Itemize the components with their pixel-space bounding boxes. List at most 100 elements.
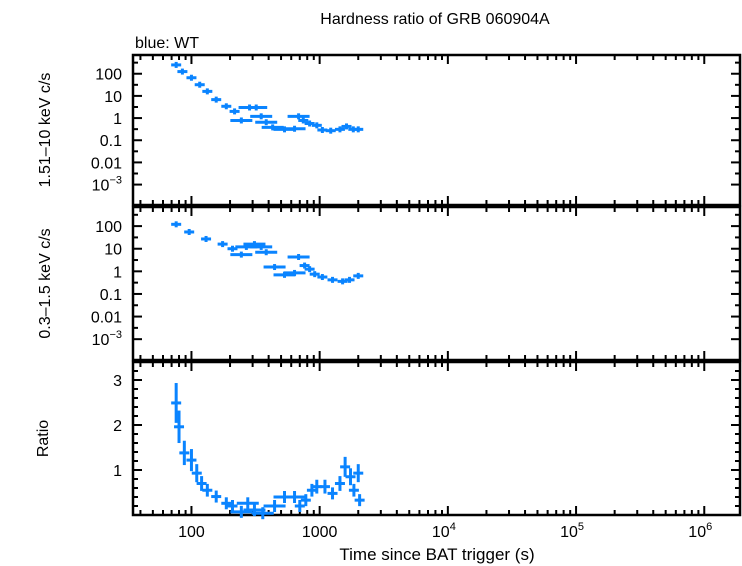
y-tick-label-text: 2 — [113, 418, 122, 435]
data-point — [186, 74, 197, 81]
data-point — [337, 278, 348, 285]
x-tick-label-text: 1000 — [302, 524, 338, 541]
data-point — [230, 505, 253, 518]
x-tick-label-text: 10 — [432, 524, 450, 541]
data-point — [327, 487, 338, 500]
y-axis-label: 0.3–1.5 keV c/s — [37, 228, 54, 338]
data-point — [309, 271, 320, 278]
y-tick-label: 100 — [95, 219, 122, 236]
data-point — [211, 96, 222, 103]
data-point — [229, 108, 240, 115]
data-point — [202, 483, 213, 497]
y-tick-label-text: 10 — [92, 178, 110, 195]
y-tick-label-text: 10 — [92, 332, 110, 349]
data-point — [334, 476, 345, 491]
y-tick-label: 1 — [113, 111, 122, 128]
data-point — [227, 500, 238, 512]
data-point — [245, 104, 268, 111]
x-tick-label: 104 — [432, 521, 456, 541]
data-point — [184, 228, 195, 235]
data-point — [304, 266, 315, 273]
y-tick-label-text: 0.01 — [91, 155, 122, 172]
y-tick-label: 3 — [113, 373, 122, 390]
data-point — [344, 276, 355, 283]
panel-frame — [131, 53, 742, 207]
data-point — [194, 81, 205, 88]
data-point — [174, 410, 185, 444]
data-point — [299, 262, 310, 269]
data-point — [196, 476, 207, 491]
chart-subtitle: blue: WT — [135, 35, 199, 52]
y-tick-label: 100 — [95, 67, 122, 84]
y-tick-label-text: 0.01 — [91, 310, 122, 327]
data-point — [327, 276, 338, 283]
y-tick-label-text: 0.1 — [100, 287, 122, 304]
x-tick-label: 105 — [560, 521, 584, 541]
data-point — [287, 113, 310, 120]
x-tick-label-text: 10 — [688, 524, 706, 541]
data-point — [353, 126, 364, 133]
data-point — [186, 449, 197, 472]
data-point — [171, 61, 182, 68]
x-tick-label: 100 — [178, 524, 205, 541]
data-point — [283, 125, 306, 132]
data-point — [294, 500, 305, 512]
data-point — [261, 124, 284, 131]
chart-title: Hardness ratio of GRB 060904A — [320, 11, 550, 28]
y-tick-label-text: 3 — [113, 373, 122, 390]
panel-frame — [131, 205, 742, 362]
data-point — [263, 264, 286, 271]
data-point — [230, 251, 253, 258]
data-point — [250, 243, 273, 250]
panel-3: 3 2 1 Ratio — [35, 360, 742, 520]
data-point — [202, 88, 213, 95]
y-tick-label-exponent: −3 — [109, 329, 122, 341]
data-point — [325, 127, 336, 134]
data-point — [250, 113, 273, 120]
data-point — [201, 235, 212, 242]
data-point — [348, 483, 359, 497]
x-tick-labels: 100 1000 104 105 106 — [178, 521, 712, 541]
x-axis-label: Time since BAT trigger (s) — [339, 545, 534, 564]
y-tick-label-text: 1 — [113, 264, 122, 281]
data-point — [345, 468, 356, 486]
data-point — [227, 245, 238, 252]
y-tick-label-text: 100 — [95, 67, 122, 84]
data-point — [255, 119, 278, 126]
data-point — [287, 254, 310, 261]
data-point — [353, 464, 364, 483]
y-tick-label: 1 — [113, 463, 122, 480]
y-tick-label: 10−3 — [92, 175, 122, 195]
data-point — [221, 103, 232, 110]
data-point — [230, 117, 253, 124]
data-point — [311, 122, 322, 129]
data-point — [334, 126, 345, 133]
y-tick-label-text: 1 — [113, 111, 122, 128]
data-point — [191, 464, 202, 483]
data-point — [255, 249, 278, 256]
y-axis-label: Ratio — [35, 420, 52, 457]
data-point — [171, 221, 182, 228]
panel-frame — [131, 360, 742, 517]
data-point — [171, 383, 182, 423]
data-point — [317, 126, 328, 133]
y-tick-label-exponent: −3 — [109, 175, 122, 187]
data-point — [283, 269, 306, 276]
y-tick-label-text: 100 — [95, 219, 122, 236]
y-tick-label: 0.01 — [91, 310, 122, 327]
x-tick-label: 1000 — [302, 524, 338, 541]
y-tick-label-text: 1 — [113, 463, 122, 480]
data-point — [251, 507, 274, 520]
x-tick-label: 106 — [688, 521, 712, 541]
data-point — [177, 68, 188, 75]
data-point — [221, 497, 232, 510]
data-point — [353, 272, 364, 279]
data-point — [298, 117, 309, 124]
data-point — [354, 494, 365, 507]
y-tick-label: 1 — [113, 264, 122, 281]
data-point — [263, 500, 286, 512]
data-point — [304, 120, 315, 127]
x-tick-label-text: 100 — [178, 524, 205, 541]
